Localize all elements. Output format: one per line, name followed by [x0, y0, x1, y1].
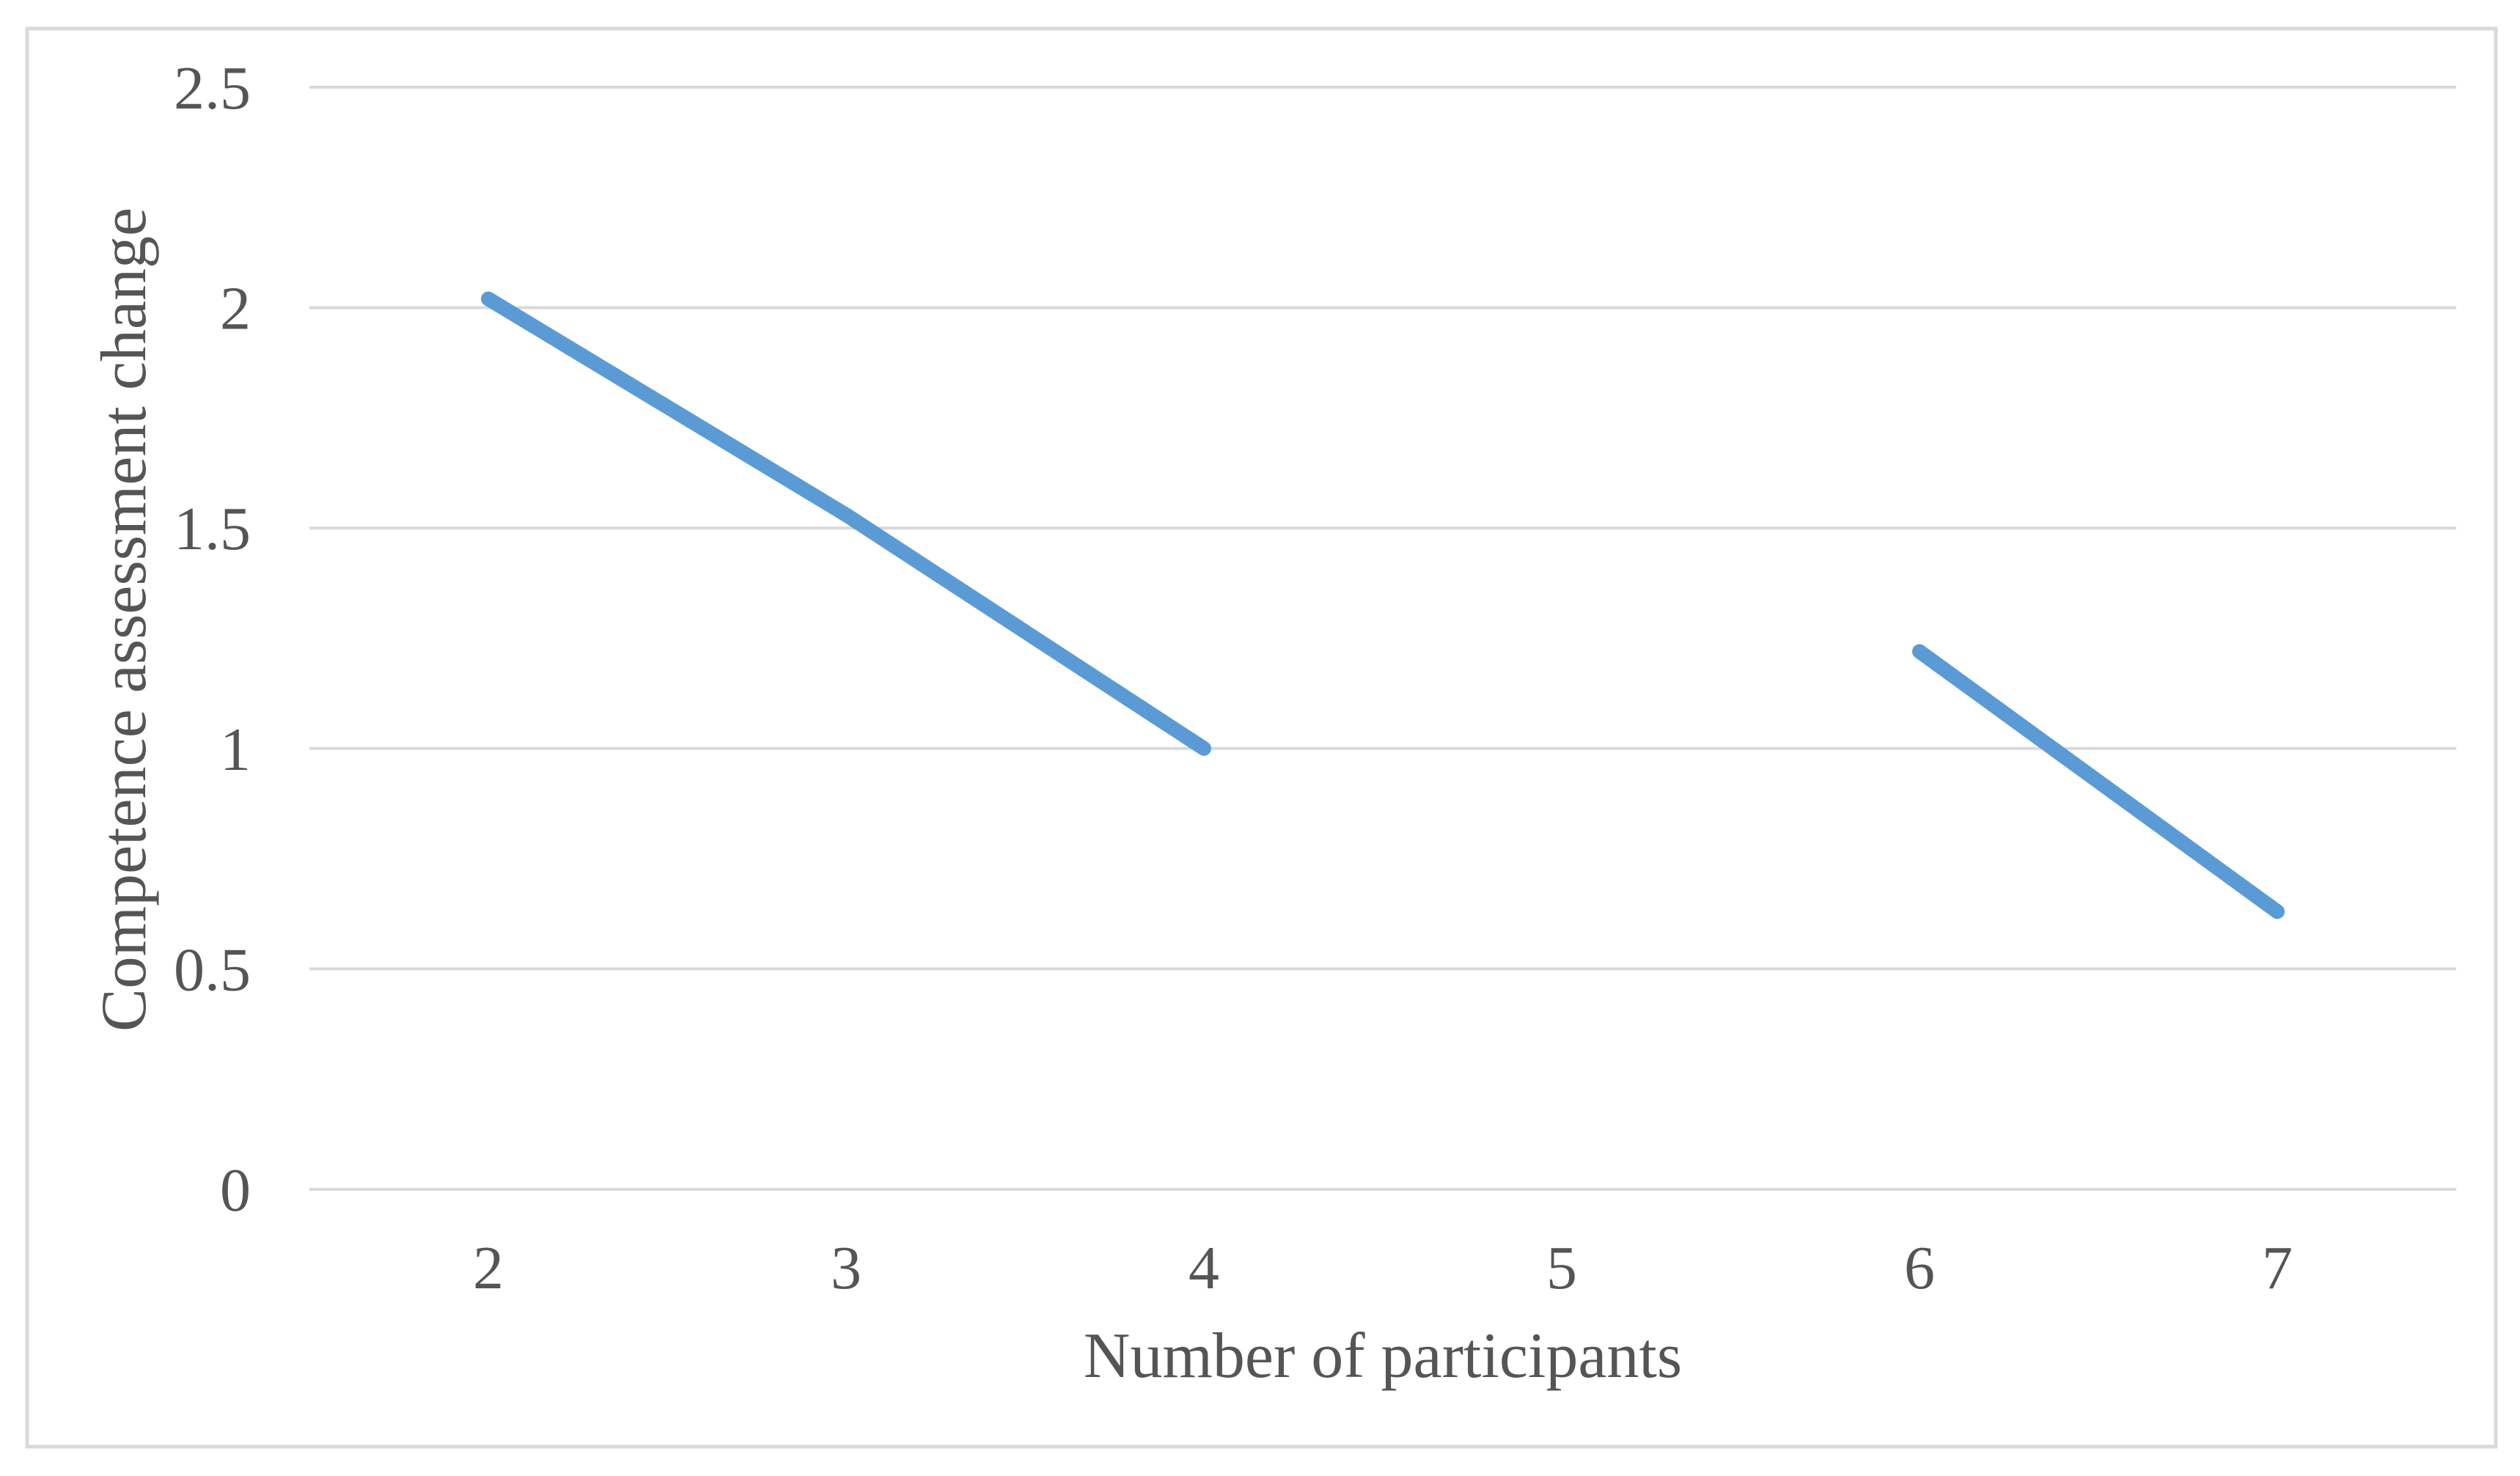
y-axis-title: Competence assessment change — [89, 208, 160, 1032]
y-tick-label: 1.5 — [174, 495, 251, 563]
y-tick-label: 2.5 — [174, 54, 251, 122]
x-tick-label: 2 — [473, 1234, 504, 1302]
gridlines — [309, 86, 2456, 1191]
x-tick-label: 4 — [1189, 1234, 1219, 1302]
x-tick-label: 5 — [1546, 1234, 1577, 1302]
x-axis-title: Number of participants — [1084, 1321, 1682, 1392]
series-line-segment — [1912, 644, 2285, 919]
x-tick-label: 7 — [2262, 1234, 2293, 1302]
x-tick-label: 3 — [831, 1234, 862, 1302]
y-tick-label: 1 — [220, 716, 251, 784]
x-tick-label: 6 — [1904, 1234, 1935, 1302]
chart-frame — [25, 26, 2498, 1449]
y-tick-label: 0 — [220, 1156, 251, 1225]
y-tick-label: 0.5 — [174, 936, 251, 1004]
series-line-segment — [481, 291, 1211, 756]
y-tick-label: 2 — [220, 275, 251, 343]
series-lines — [481, 291, 2285, 919]
x-tick-labels: 2 3 4 5 6 7 — [473, 1234, 2293, 1302]
y-tick-labels: 0 0.5 1 1.5 2 2.5 — [174, 54, 251, 1225]
